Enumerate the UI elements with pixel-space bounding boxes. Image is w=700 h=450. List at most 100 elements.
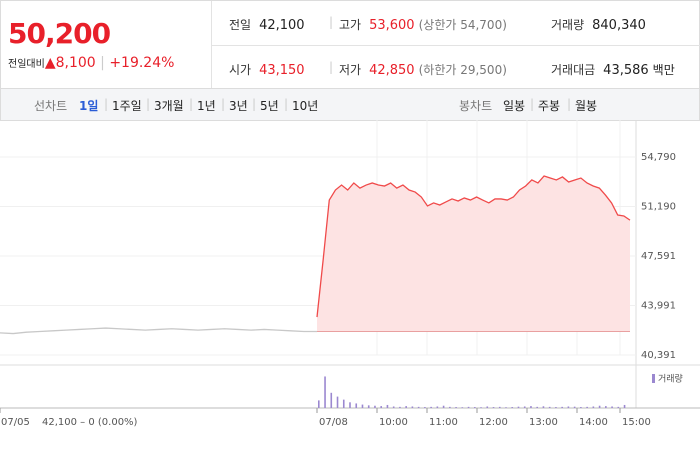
volume-bar — [342, 399, 345, 408]
stat: 시가 43,150 — [229, 61, 305, 78]
stat-label: 거래대금 — [551, 63, 596, 77]
tab[interactable]: 1일 — [79, 99, 99, 113]
tab[interactable]: 3년 — [229, 99, 248, 113]
y-tick-label: 47,591 — [641, 251, 676, 262]
period-tabs: 선차트 1일 1주일 | 3개월 | 1년 | 3년 | 5년 | 10년 | 봉차트 일봉 주봉 | 월봉 | — [0, 88, 700, 121]
x-tick-label: 10:00 — [379, 417, 408, 428]
stat-label: 거래량 — [551, 18, 585, 32]
volume-bar — [580, 407, 582, 408]
stat-value: 42,850 — [369, 63, 415, 78]
quote-header: 50,200 전일대비▲8,100 | +19.24% 전일 42,100 고가 53… — [0, 0, 700, 89]
volume-bar — [424, 407, 426, 408]
chart: 54,790 51,190 47,591 43,991 40,391 07/05 07/08… — [0, 120, 700, 428]
stat-note: (상한가 54,700) — [418, 18, 507, 32]
rate: +19.24% — [109, 55, 175, 71]
volume-bar — [573, 406, 576, 408]
stat: 고가 53,600 (상한가 54,700) — [339, 16, 507, 33]
stat-label: 저가 — [339, 63, 362, 77]
volume-bar — [367, 405, 370, 408]
separator: | — [104, 97, 109, 111]
volume-bar — [548, 406, 551, 408]
direction: ▲ — [44, 55, 56, 71]
stat-value: 53,600 — [369, 18, 415, 33]
volume-bar — [374, 405, 376, 408]
volume-bar — [417, 406, 420, 408]
tab[interactable]: 1년 — [197, 99, 216, 113]
legend-swatch — [652, 374, 655, 383]
tab[interactable]: 일봉 — [503, 99, 526, 113]
separator: | — [100, 55, 105, 71]
volume-bar — [349, 402, 351, 408]
tab-group-label: 선차트 — [34, 99, 68, 113]
volume-bar — [523, 406, 526, 408]
x-tick-label: 13:00 — [529, 417, 558, 428]
volume-bar — [617, 406, 620, 408]
volume-bar — [455, 407, 457, 408]
volume-bar — [467, 406, 470, 408]
stat: 저가 42,850 (하한가 29,500) — [339, 61, 507, 78]
legend-label: 거래량 — [658, 373, 683, 385]
volume-bar — [517, 406, 520, 408]
volume-bar — [324, 376, 326, 408]
volume-bar — [530, 406, 532, 408]
y-tick-label: 51,190 — [641, 202, 676, 213]
volume-bar — [480, 407, 482, 408]
volume-bar — [611, 406, 613, 408]
x-tick-label: 07/08 — [319, 417, 348, 428]
volume-bar — [492, 407, 495, 408]
price-line — [316, 175, 631, 318]
stat-label: 고가 — [339, 18, 362, 32]
volume-bar — [505, 407, 507, 408]
change-row: 전일대비▲8,100 | +19.24% — [8, 55, 174, 71]
tab[interactable]: 10년 — [292, 99, 319, 113]
price: 50,200 — [8, 17, 111, 50]
volume-bar — [623, 404, 626, 408]
x-tick-label: 12:00 — [479, 417, 508, 428]
volume-bar — [498, 406, 501, 408]
separator: | — [284, 97, 289, 111]
volume-bar — [536, 406, 538, 408]
stat: 거래대금 43,586 백만 — [551, 61, 675, 78]
tab[interactable]: 3개월 — [154, 99, 184, 113]
stat-value: 840,340 — [592, 18, 646, 33]
tab[interactable]: 주봉 — [538, 99, 561, 113]
separator: | — [189, 97, 194, 111]
volume-bar — [561, 406, 563, 408]
volume-bar — [380, 406, 382, 408]
volume-bar — [318, 400, 320, 408]
prev-summary: 42,100 – 0 (0.00%) — [42, 417, 138, 428]
volume-bar — [461, 407, 464, 408]
stat-label: 전일 — [229, 18, 252, 32]
volume-bar — [392, 406, 395, 408]
y-tick-label: 43,991 — [641, 300, 676, 311]
y-tick-label: 54,790 — [641, 152, 676, 163]
stat-unit: 백만 — [652, 63, 675, 77]
stat-value: 42,100 — [259, 18, 305, 33]
x-tick-label: 11:00 — [429, 417, 458, 428]
volume-bar — [598, 405, 601, 408]
price-line — [0, 327, 317, 335]
volume-bar — [474, 407, 476, 408]
volume-bar — [355, 403, 358, 408]
volume-bar — [486, 406, 489, 408]
tab[interactable]: 1주일 — [112, 99, 142, 113]
volume-bar — [586, 406, 588, 408]
stat-note: (하한가 29,500) — [418, 63, 507, 77]
stat-value: 43,586 — [603, 63, 649, 78]
stat: 전일 42,100 — [229, 16, 305, 33]
volume-bar — [336, 396, 339, 408]
volume-bar — [430, 406, 432, 408]
volume-bar — [542, 406, 545, 408]
volume-bar — [592, 406, 595, 408]
stat: 거래량 840,340 — [551, 16, 646, 33]
volume-bar — [411, 406, 414, 408]
volume-bar — [442, 405, 445, 408]
volume-bar — [436, 406, 439, 408]
tab[interactable]: 월봉 — [575, 99, 598, 113]
volume-bar — [330, 392, 333, 408]
tab[interactable]: 5년 — [260, 99, 279, 113]
volume-bar — [361, 404, 364, 408]
volume-bar — [605, 406, 607, 408]
change: 8,100 — [55, 55, 96, 71]
